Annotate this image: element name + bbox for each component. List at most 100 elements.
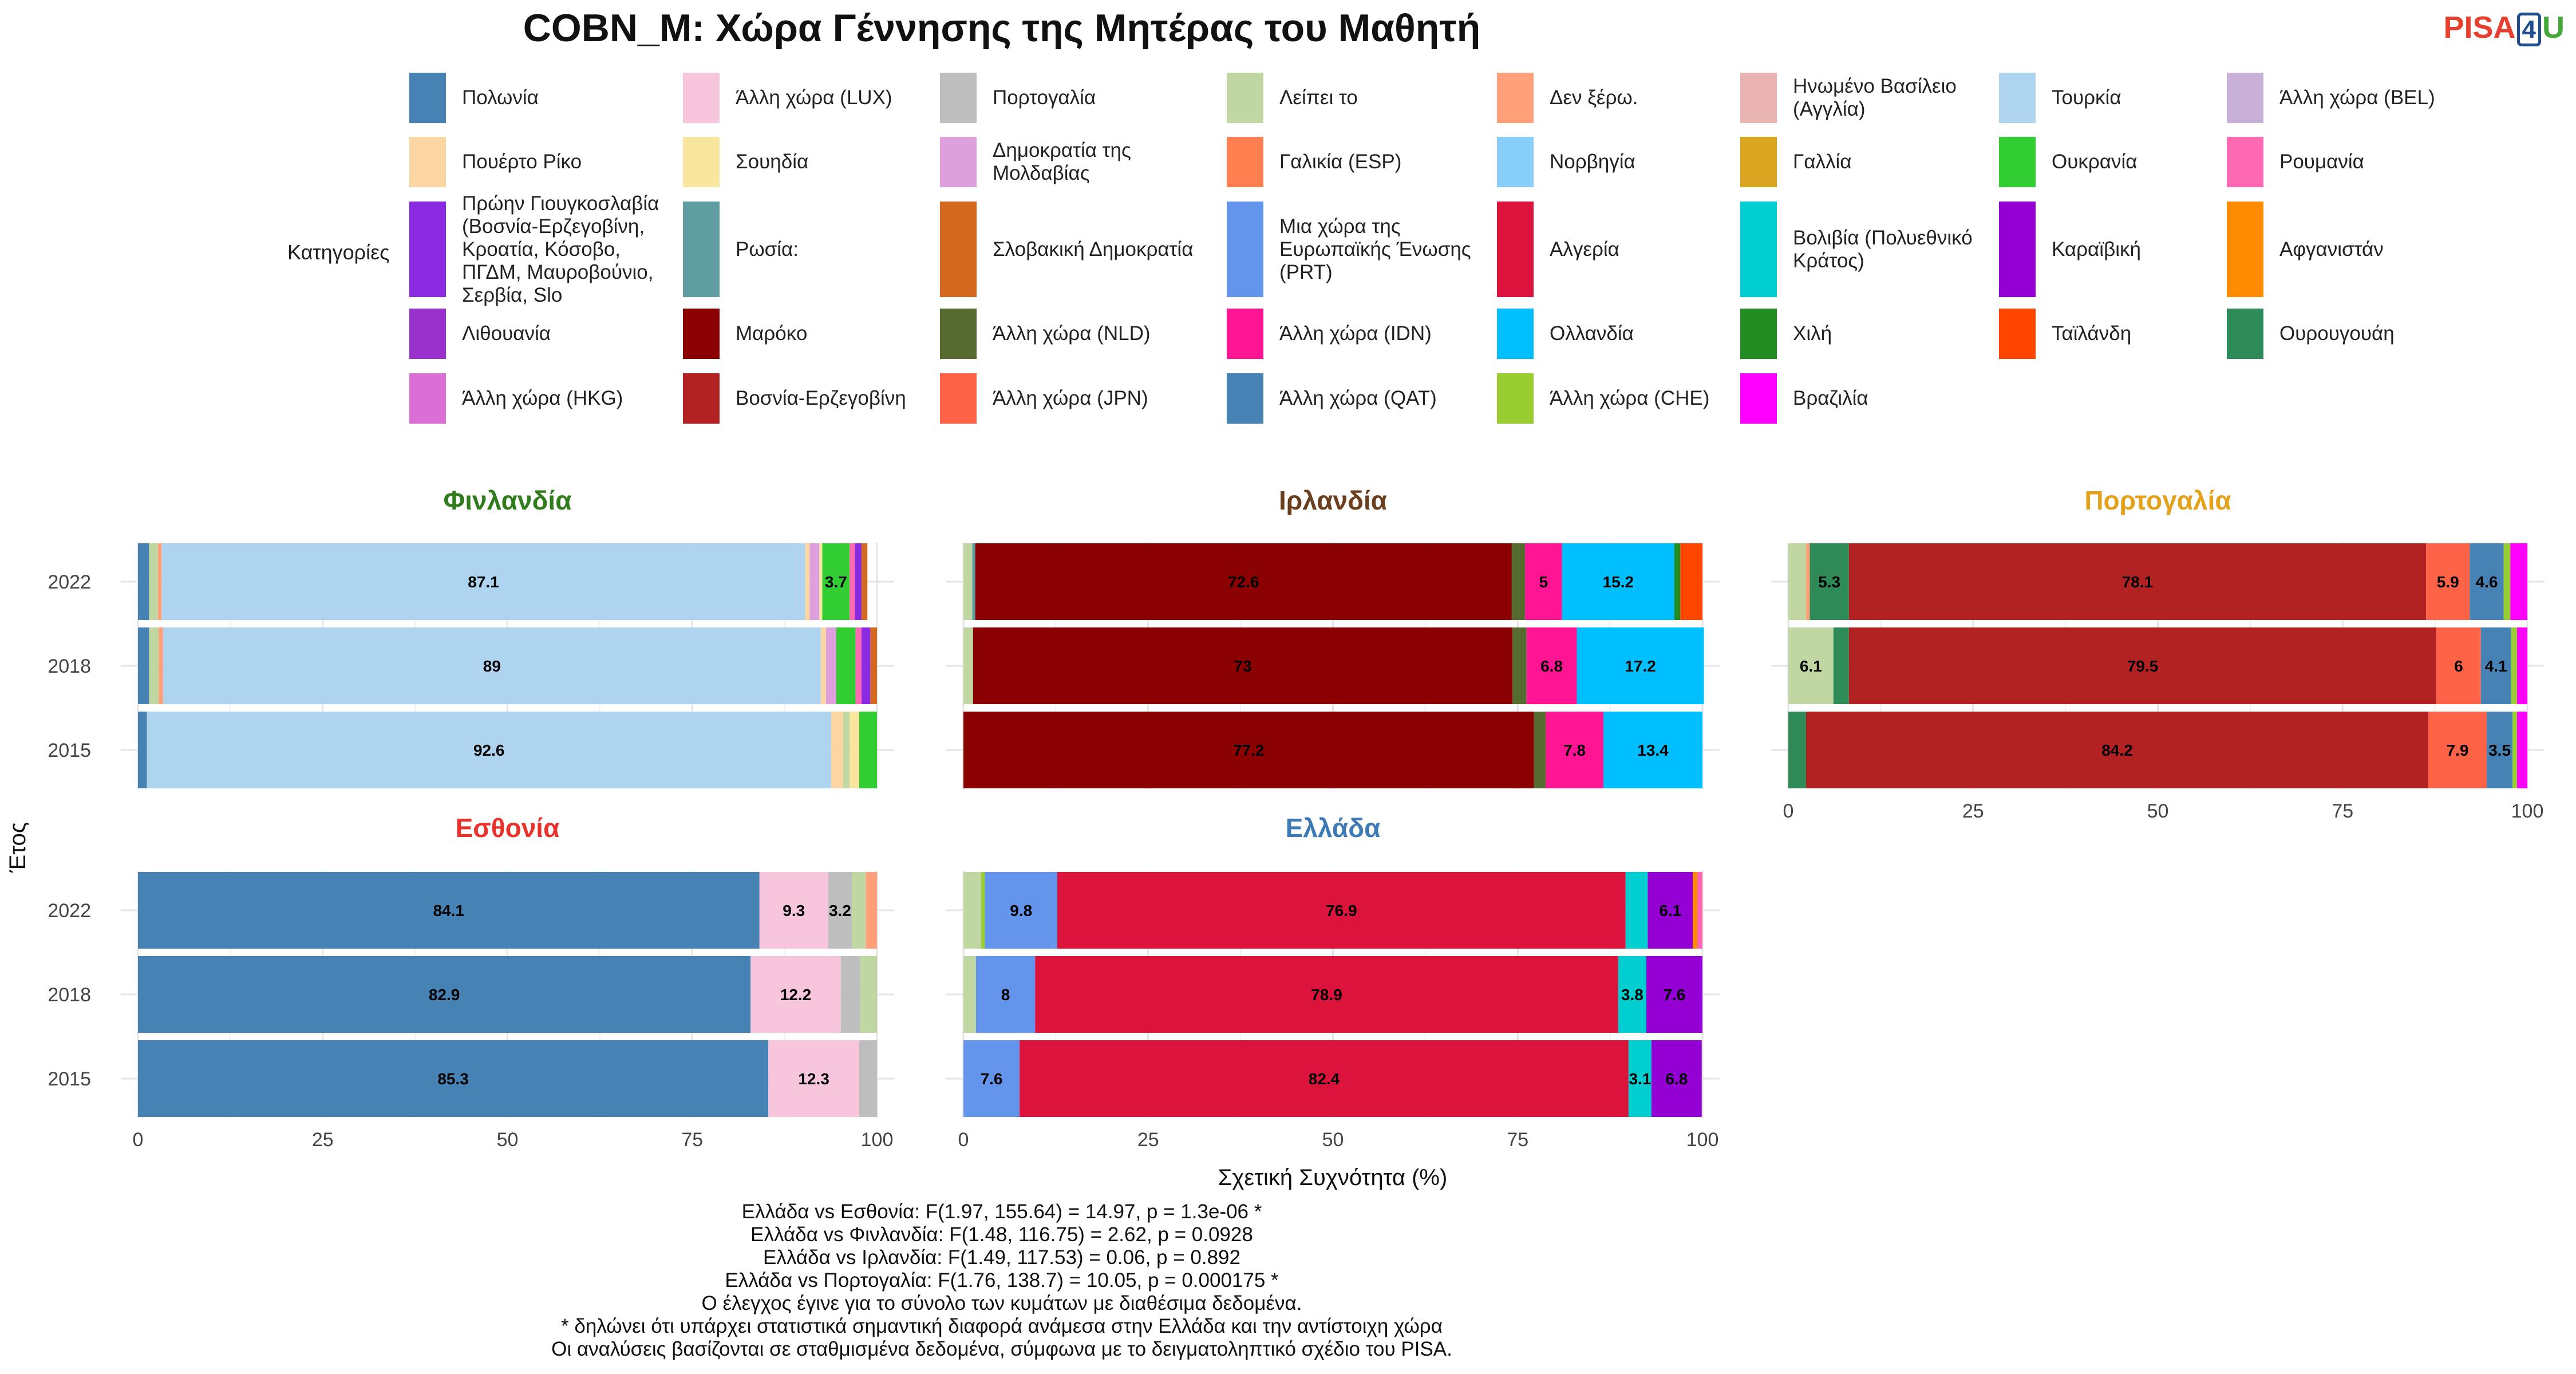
x-tick-label: 25: [1962, 800, 1984, 822]
x-tick-label: 50: [1322, 1129, 1344, 1151]
bar-segment: [1628, 1040, 1652, 1117]
legend-label: Άλλη χώρα (JPN): [993, 387, 1148, 409]
legend-item: Πουέρτο Ρίκο: [409, 132, 679, 192]
legend-label: Μια χώρα της Ευρωπαϊκής Ένωσης (PRT): [1279, 215, 1471, 283]
legend-item: Πολωνία: [409, 68, 679, 128]
data-label: 5.3: [1818, 573, 1840, 591]
legend-item: Λείπει το: [1227, 68, 1497, 128]
footnote-line: Ελλάδα vs Πορτογαλία: F(1.76, 138.7) = 1…: [725, 1269, 1279, 1292]
legend-swatch: [683, 309, 720, 359]
bar-segment: [1680, 543, 1702, 620]
data-label: 7.8: [1563, 741, 1586, 759]
legend-label: Πορτογαλία: [993, 86, 1096, 109]
bar-segment: [1788, 712, 1806, 788]
legend-swatch: [1227, 373, 1263, 424]
data-label: 8: [1001, 986, 1010, 1004]
bar-segment: [163, 627, 821, 704]
bar-segment: [1525, 543, 1562, 620]
x-axis-title: Σχετική Συχνότητα (%): [1218, 1165, 1448, 1190]
x-tick-label: 50: [2147, 800, 2169, 822]
bar-segment: [157, 543, 162, 620]
legend-swatch: [1227, 137, 1263, 187]
legend-item: Δημοκρατία της Μολδαβίας: [940, 132, 1233, 192]
bar-segment: [1577, 627, 1704, 704]
data-label: 78.1: [2122, 573, 2154, 591]
x-tick-label: 75: [681, 1129, 703, 1151]
x-tick-label: 100: [2511, 800, 2544, 822]
legend-label: Άλλη χώρα (QAT): [1279, 387, 1437, 409]
y-axis-title: Έτος: [5, 822, 30, 873]
panel-title: Εσθονία: [456, 813, 560, 843]
legend-item: Πορτογαλία: [940, 68, 1233, 128]
bar-segment: [805, 543, 810, 620]
legend-label: Άλλη χώρα (LUX): [736, 86, 892, 109]
legend-swatch: [1227, 309, 1263, 359]
legend-item: Άλλη χώρα (CHE): [1497, 368, 1767, 429]
data-label: 4.6: [2476, 573, 2498, 591]
legend-label: Δεν ξέρω.: [1550, 86, 1638, 109]
legend-swatch: [1227, 73, 1263, 123]
legend-item: Νορβηγία: [1497, 132, 1767, 192]
data-label: 84.1: [433, 902, 465, 919]
x-tick-label: 75: [1507, 1129, 1528, 1151]
legend-item: Ουρουγουάη: [2227, 303, 2497, 364]
panel-title: Ελλάδα: [1286, 813, 1381, 843]
bar-segment: [1809, 543, 1849, 620]
legend-swatch: [1497, 202, 1534, 297]
legend-item: Άλλη χώρα (HKG): [409, 368, 679, 429]
bar-segment: [1697, 872, 1702, 949]
bar-segment: [1674, 543, 1681, 620]
legend-swatch: [1740, 202, 1777, 297]
bar-segment: [1618, 956, 1646, 1033]
data-label: 5.9: [2437, 573, 2459, 591]
legend-swatch: [2227, 73, 2263, 123]
bar-segment: [1646, 956, 1702, 1033]
bar-segment: [1020, 1040, 1629, 1117]
bar-segment: [1788, 627, 1834, 704]
bar-segment: [1057, 872, 1626, 949]
bar-segment: [828, 872, 852, 949]
data-label: 6.1: [1800, 657, 1822, 675]
bar-segment: [1805, 543, 1810, 620]
footnote-line: Οι αναλύσεις βασίζονται σε σταθμισμένα δ…: [551, 1338, 1452, 1360]
bar-segment: [1035, 956, 1618, 1033]
legend-swatch: [2227, 202, 2263, 297]
data-label: 6.1: [1659, 902, 1681, 919]
data-label: 15.2: [1603, 573, 1634, 591]
legend-swatch: [1497, 309, 1534, 359]
bar-segment: [973, 627, 1513, 704]
data-label: 87.1: [468, 573, 499, 591]
legend-item: Χιλή: [1740, 303, 2010, 364]
legend-item: Ρουμανία: [2227, 132, 2497, 192]
data-label: 89: [483, 657, 501, 675]
legend-label: Σουηδία: [736, 151, 809, 173]
bar-segment: [1805, 712, 2429, 788]
bar-segment: [860, 956, 877, 1033]
bar-segment: [149, 543, 158, 620]
data-label: 3.7: [825, 573, 847, 591]
legend-swatch: [940, 137, 977, 187]
bar-segment: [149, 627, 159, 704]
legend-label: Λείπει το: [1279, 86, 1358, 109]
bar-segment: [2486, 712, 2513, 788]
bar-segment: [2426, 543, 2470, 620]
bar-segment: [138, 956, 751, 1033]
bar-segment: [975, 543, 1512, 620]
bar-segment: [1788, 543, 1806, 620]
bar-segment: [2512, 712, 2517, 788]
bar-segment: [855, 627, 862, 704]
legend-item: Λιθουανία: [409, 303, 679, 364]
legend-swatch: [940, 73, 977, 123]
x-tick-label: 25: [312, 1129, 334, 1151]
legend-item: Άλλη χώρα (QAT): [1227, 368, 1497, 429]
legend-label: Βραζιλία: [1793, 387, 1868, 409]
legend-item: Άλλη χώρα (NLD): [940, 303, 1233, 364]
legend-item: Άλλη χώρα (IDN): [1227, 303, 1497, 364]
legend-item: Γαλικία (ESP): [1227, 132, 1497, 192]
data-label: 4.1: [2485, 657, 2507, 675]
bar-segment: [975, 956, 1036, 1033]
chart-title: COBN_M: Χώρα Γέννησης της Μητέρας του Μα…: [523, 6, 1481, 50]
bar-segment: [981, 872, 985, 949]
legend-item: Ουκρανία: [1999, 132, 2160, 192]
